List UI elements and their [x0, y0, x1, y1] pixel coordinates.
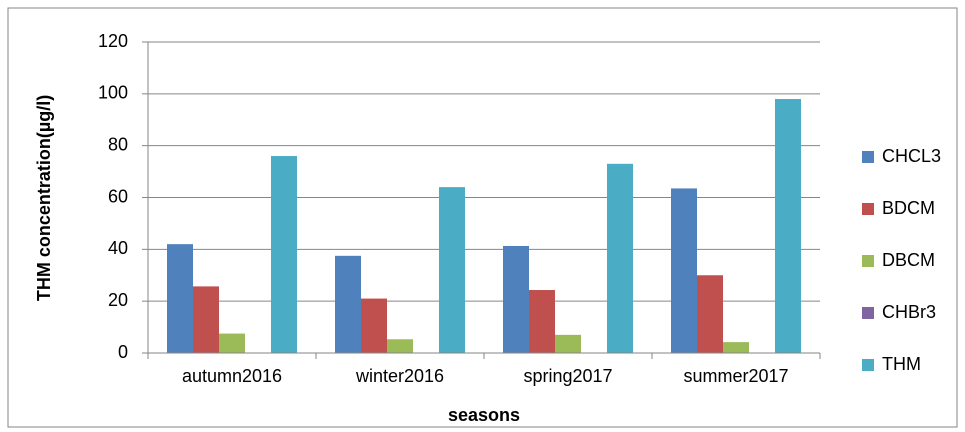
bar [335, 255, 361, 353]
bar [607, 163, 633, 353]
bar [439, 187, 465, 353]
y-tick-label: 20 [108, 290, 128, 310]
bar [219, 333, 245, 353]
y-tick-label: 40 [108, 238, 128, 258]
legend-label: THM [882, 354, 921, 374]
bar [361, 298, 387, 353]
bar [503, 245, 529, 353]
y-tick-label: 120 [98, 31, 128, 51]
bar [671, 188, 697, 353]
bar [697, 275, 723, 353]
x-tick-label: winter2016 [355, 366, 444, 386]
legend-swatch [862, 359, 874, 371]
bar [193, 286, 219, 353]
y-tick-label: 60 [108, 186, 128, 206]
x-tick-label: autumn2016 [182, 366, 282, 386]
y-tick-label: 80 [108, 134, 128, 154]
legend-swatch [862, 307, 874, 319]
legend-label: CHCL3 [882, 146, 941, 166]
bar [723, 342, 749, 353]
bar [271, 156, 297, 353]
y-tick-label: 0 [118, 342, 128, 362]
legend-swatch [862, 203, 874, 215]
legend-label: CHBr3 [882, 302, 936, 322]
bar [775, 99, 801, 354]
x-tick-label: summer2017 [683, 366, 788, 386]
legend-swatch [862, 255, 874, 267]
y-tick-label: 100 [98, 83, 128, 103]
bar [167, 244, 193, 353]
x-tick-label: spring2017 [523, 366, 612, 386]
bar [529, 290, 555, 353]
chart-border [7, 7, 958, 428]
legend-label: DBCM [882, 250, 935, 270]
legend-swatch [862, 151, 874, 163]
bar [555, 334, 581, 353]
x-axis-title: seasons [448, 405, 520, 425]
legend-label: BDCM [882, 198, 935, 218]
y-axis-title: THM concentration(µg/l) [34, 95, 54, 301]
bar [387, 339, 413, 353]
